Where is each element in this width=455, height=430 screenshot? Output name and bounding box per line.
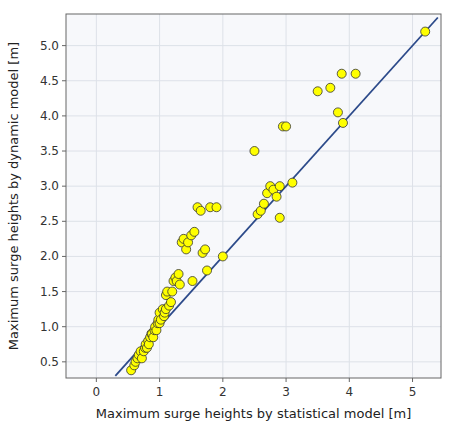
grid-line: [66, 115, 441, 116]
point: [421, 27, 430, 36]
point: [190, 227, 199, 236]
point: [174, 270, 183, 279]
point: [201, 245, 210, 254]
tick-mark: [222, 378, 223, 382]
tick-mark: [62, 291, 66, 292]
plot-frame: [66, 14, 441, 378]
grid-line: [66, 361, 441, 362]
marks: [115, 18, 438, 376]
tick-mark: [62, 80, 66, 81]
y-axis-label: Maximum surge heights by dynamic model […: [6, 42, 21, 350]
tick-mark: [62, 221, 66, 222]
point: [203, 266, 212, 275]
point: [282, 122, 291, 131]
tick-mark: [62, 45, 66, 46]
point: [275, 182, 284, 191]
tick-label: 5: [409, 385, 417, 399]
grid-line: [66, 326, 441, 327]
tick-mark: [62, 151, 66, 152]
point: [288, 178, 297, 187]
point: [337, 69, 346, 78]
tick-label: 2.0: [40, 249, 59, 263]
grid-line: [66, 80, 441, 81]
point: [218, 252, 227, 261]
tick-label: 1.0: [40, 320, 59, 334]
tick-mark: [96, 378, 97, 382]
grid-line: [66, 45, 441, 46]
point: [275, 213, 284, 222]
point: [188, 277, 197, 286]
tick-mark: [62, 361, 66, 362]
grid-line: [286, 14, 287, 378]
tick-label: 3.0: [40, 179, 59, 193]
tick-mark: [62, 186, 66, 187]
point: [196, 206, 205, 215]
point: [250, 147, 259, 156]
tick-mark: [62, 326, 66, 327]
tick-label: 4: [345, 385, 353, 399]
grid-line: [222, 14, 223, 378]
tick-label: 5.0: [40, 39, 59, 53]
grid: [66, 14, 441, 378]
plot-background: [66, 14, 441, 378]
point: [351, 69, 360, 78]
tick-label: 2: [219, 385, 227, 399]
grid-line: [96, 14, 97, 378]
grid-line: [66, 291, 441, 292]
grid-line: [349, 14, 350, 378]
point: [212, 203, 221, 212]
point: [333, 108, 342, 117]
tick-label: 0.5: [40, 355, 59, 369]
tick-mark: [62, 115, 66, 116]
grid-line: [66, 256, 441, 257]
point: [338, 118, 347, 127]
tick-label: 1.5: [40, 285, 59, 299]
grid-line: [66, 186, 441, 187]
tick-mark: [286, 378, 287, 382]
axes: 0 1 2 3 4 5 0.5 1.0 1.5 2.0 2.5 3.0 3.5 4.0 4.5 5.0: [40, 14, 441, 399]
tick-label: 4.5: [40, 74, 59, 88]
point: [166, 298, 175, 307]
tick-mark: [159, 378, 160, 382]
tick-mark: [62, 256, 66, 257]
tick-label: 1: [156, 385, 164, 399]
tick-mark: [349, 378, 350, 382]
x-axis-label: Maximum surge heights by statistical mod…: [96, 406, 411, 421]
point: [168, 287, 177, 296]
tick-mark: [412, 378, 413, 382]
tick-label: 0: [93, 385, 101, 399]
point: [259, 199, 268, 208]
tick-label: 3: [282, 385, 290, 399]
grid-line: [412, 14, 413, 378]
point: [326, 83, 335, 92]
point: [313, 87, 322, 96]
point: [175, 280, 184, 289]
tick-label: 4.0: [40, 109, 59, 123]
chart: 0 1 2 3 4 5 0.5 1.0 1.5 2.0 2.5 3.0 3.5 4.0 4.5 5.0 Maxi…: [0, 0, 455, 430]
tick-label: 3.5: [40, 144, 59, 158]
tick-label: 2.5: [40, 214, 59, 228]
point: [272, 192, 281, 201]
reference-line: [115, 18, 438, 376]
